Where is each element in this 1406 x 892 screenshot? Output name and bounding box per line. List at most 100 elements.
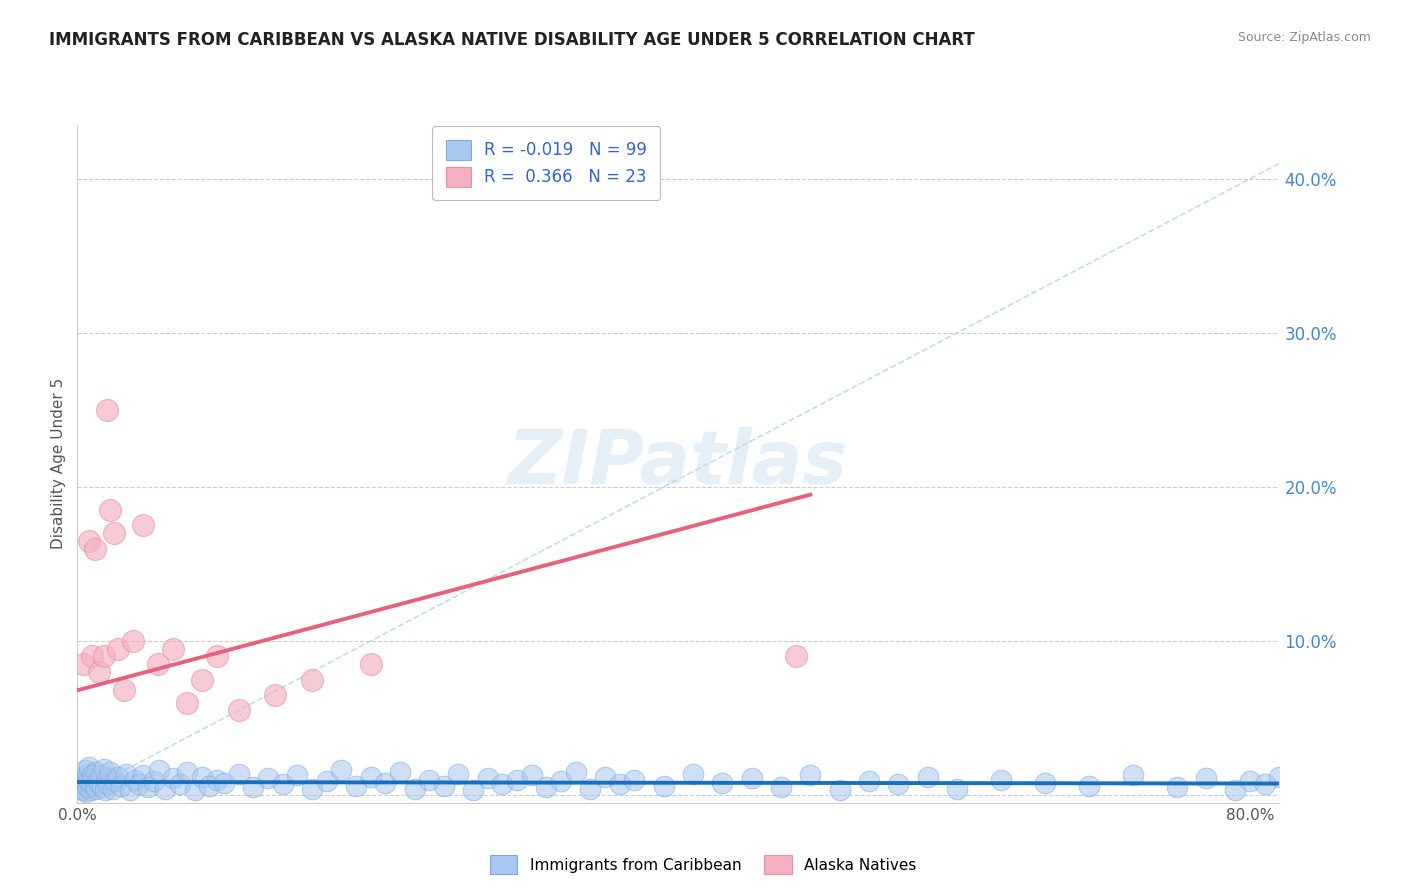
Point: [682, 766, 704, 780]
Point: [785, 649, 807, 664]
Point: [72, 783, 94, 797]
Point: [96, 403, 118, 417]
Point: [96, 771, 118, 785]
Text: IMMIGRANTS FROM CARIBBEAN VS ALASKA NATIVE DISABILITY AGE UNDER 5 CORRELATION CH: IMMIGRANTS FROM CARIBBEAN VS ALASKA NATI…: [49, 31, 974, 49]
Point: [212, 776, 235, 790]
Point: [388, 764, 411, 779]
Point: [120, 783, 142, 797]
Point: [84, 541, 107, 556]
Point: [86, 764, 108, 779]
Text: Source: ZipAtlas.com: Source: ZipAtlas.com: [1237, 31, 1371, 45]
Point: [75, 785, 97, 799]
Point: [132, 768, 155, 782]
Point: [741, 771, 763, 785]
Point: [1122, 768, 1144, 782]
Point: [520, 768, 543, 782]
Point: [990, 772, 1012, 787]
Point: [69, 776, 91, 790]
Point: [162, 641, 184, 656]
Point: [565, 764, 588, 779]
Point: [77, 774, 100, 789]
Point: [107, 770, 129, 784]
Point: [652, 779, 675, 793]
Point: [1195, 771, 1218, 785]
Point: [80, 777, 103, 791]
Point: [447, 766, 470, 780]
Point: [374, 776, 396, 790]
Point: [124, 772, 146, 787]
Point: [191, 673, 214, 687]
Point: [536, 780, 558, 795]
Point: [433, 779, 456, 793]
Point: [477, 771, 499, 785]
Point: [72, 770, 94, 784]
Point: [917, 770, 939, 784]
Point: [205, 772, 228, 787]
Point: [1166, 780, 1188, 795]
Point: [104, 774, 127, 789]
Point: [155, 781, 177, 796]
Point: [80, 649, 103, 664]
Point: [198, 779, 221, 793]
Point: [110, 779, 132, 793]
Point: [98, 764, 121, 779]
Point: [90, 768, 112, 782]
Point: [550, 774, 572, 789]
Point: [128, 777, 150, 791]
Point: [242, 780, 264, 795]
Point: [86, 781, 108, 796]
Point: [1268, 770, 1291, 784]
Point: [101, 781, 124, 796]
Point: [579, 781, 602, 796]
Point: [301, 781, 323, 796]
Point: [107, 641, 129, 656]
Point: [344, 779, 367, 793]
Point: [360, 657, 382, 672]
Point: [176, 696, 198, 710]
Point: [828, 783, 851, 797]
Point: [94, 783, 117, 797]
Point: [103, 526, 125, 541]
Point: [1077, 779, 1099, 793]
Point: [162, 771, 184, 785]
Point: [1225, 783, 1247, 797]
Point: [711, 776, 734, 790]
Point: [205, 649, 228, 664]
Point: [271, 777, 294, 791]
Point: [80, 768, 103, 782]
Point: [89, 665, 111, 679]
Point: [285, 768, 308, 782]
Point: [623, 772, 645, 787]
Point: [148, 764, 170, 778]
Point: [946, 781, 969, 796]
Point: [114, 766, 136, 780]
Point: [73, 779, 96, 793]
Point: [136, 780, 159, 795]
Point: [91, 780, 114, 795]
Point: [87, 772, 110, 787]
Point: [1033, 776, 1056, 790]
Point: [142, 774, 165, 789]
Point: [76, 780, 98, 795]
Point: [183, 783, 205, 797]
Point: [418, 772, 440, 787]
Point: [191, 770, 214, 784]
Point: [82, 771, 104, 785]
Point: [122, 634, 145, 648]
Y-axis label: Disability Age Under 5: Disability Age Under 5: [51, 378, 66, 549]
Point: [93, 649, 115, 664]
Point: [506, 772, 529, 787]
Point: [176, 764, 198, 779]
Point: [491, 777, 513, 791]
Point: [73, 764, 96, 778]
Point: [72, 657, 94, 672]
Point: [132, 518, 155, 533]
Text: ZIPatlas: ZIPatlas: [509, 427, 848, 500]
Point: [228, 766, 250, 780]
Point: [360, 770, 382, 784]
Point: [112, 683, 135, 698]
Point: [79, 783, 101, 797]
Legend: Immigrants from Caribbean, Alaska Natives: Immigrants from Caribbean, Alaska Native…: [484, 849, 922, 880]
Point: [799, 768, 821, 782]
Point: [89, 776, 111, 790]
